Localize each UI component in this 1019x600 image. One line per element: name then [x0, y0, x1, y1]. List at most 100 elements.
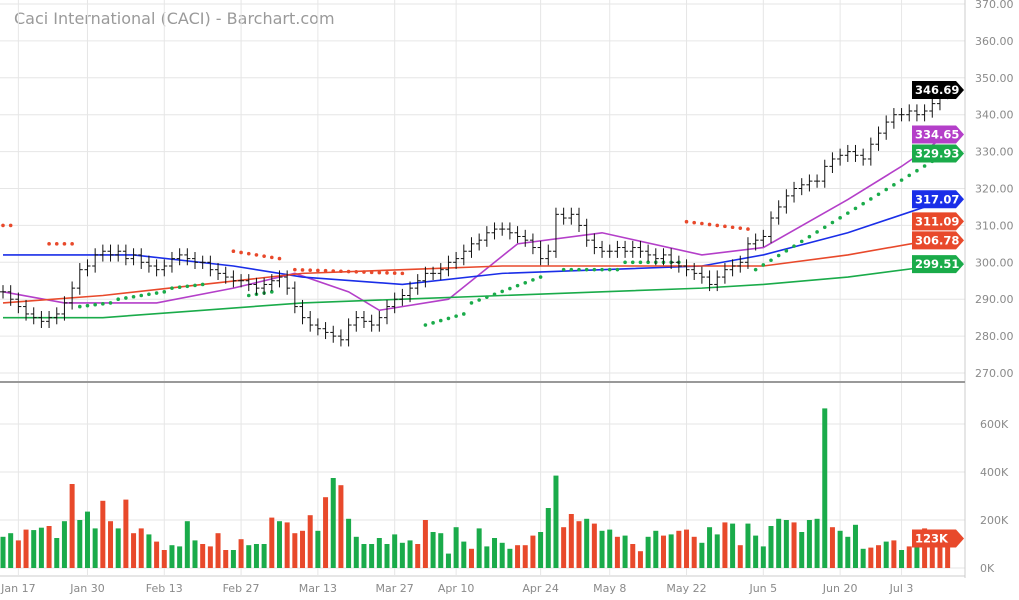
price-tag: 346.69	[915, 83, 959, 97]
parabolic-sar-dot	[462, 312, 466, 316]
parabolic-sar-dot	[876, 192, 881, 197]
price-tag: 306.78	[915, 233, 959, 247]
date-label: Feb 27	[223, 582, 260, 595]
parabolic-sar-dot	[392, 271, 397, 275]
volume-bar	[676, 530, 682, 568]
parabolic-sar-dot	[630, 260, 635, 265]
parabolic-sar-dot	[907, 173, 912, 178]
volume-bar	[131, 533, 137, 568]
price-tag: 317.07	[915, 192, 959, 206]
parabolic-sar-dot	[354, 269, 359, 274]
parabolic-sar-dot	[761, 263, 766, 267]
volume-bar	[184, 521, 190, 568]
price-tag: 334.65	[915, 127, 959, 141]
volume-bar	[814, 518, 820, 568]
parabolic-sar-dot	[108, 301, 113, 305]
parabolic-sar-dot	[769, 258, 773, 263]
volume-bar	[138, 528, 144, 568]
volume-bar	[645, 536, 651, 568]
volume-bar	[215, 533, 221, 568]
volume-tag: 123K	[915, 531, 949, 545]
volume-bar	[261, 544, 267, 568]
parabolic-sar-dot	[500, 289, 505, 294]
volume-bar	[845, 536, 851, 568]
volume-bar	[369, 544, 375, 568]
volume-bar	[69, 484, 75, 568]
volume-bar	[714, 534, 720, 568]
volume-bar	[852, 524, 858, 568]
volume-bar	[745, 523, 751, 568]
parabolic-sar-dot	[93, 302, 97, 307]
date-label: May 8	[593, 582, 626, 595]
parabolic-sar-dot	[869, 197, 873, 201]
parabolic-sar-dot	[1, 223, 5, 228]
volume-bar	[737, 545, 743, 568]
parabolic-sar-dot	[124, 296, 128, 300]
parabolic-sar-dot	[200, 282, 205, 287]
date-label: Apr 24	[522, 582, 559, 595]
volume-bar	[568, 514, 574, 568]
parabolic-sar-dot	[438, 318, 443, 323]
parabolic-sar-dot	[838, 216, 842, 220]
volume-bar	[837, 530, 843, 568]
volume-bar	[445, 553, 451, 568]
parabolic-sar-dot	[70, 242, 74, 246]
volume-bar	[876, 545, 882, 568]
volume-bar	[307, 515, 313, 568]
parabolic-sar-dot	[293, 267, 297, 272]
parabolic-sar-dot	[600, 267, 604, 272]
parabolic-sar-dot	[707, 222, 712, 227]
volume-bar	[46, 526, 52, 568]
volume-bar	[507, 548, 513, 568]
volume-bar	[883, 541, 889, 568]
parabolic-sar-dot	[346, 269, 351, 274]
date-label: Jan 17	[0, 582, 35, 595]
parabolic-sar-dot	[492, 292, 497, 297]
price-tag: 329.93	[915, 146, 959, 160]
date-label: Jun 20	[822, 582, 858, 595]
price-tag-bg	[912, 212, 964, 231]
parabolic-sar-dot	[784, 249, 789, 253]
volume-bar	[530, 535, 536, 568]
parabolic-sar-dot	[331, 269, 336, 273]
volume-bar	[599, 530, 605, 568]
volume-bar	[92, 528, 98, 568]
volume-bar	[660, 535, 666, 568]
volume-bar	[561, 527, 567, 568]
parabolic-sar-dot	[892, 183, 896, 187]
volume-bar	[553, 475, 559, 568]
price-tick-label: 340.00	[975, 109, 1014, 122]
volume-bar	[607, 529, 613, 568]
parabolic-sar-dot	[8, 223, 13, 228]
parabolic-sar-dot	[170, 286, 174, 290]
volume-bar	[77, 520, 83, 568]
volume-bar	[8, 533, 14, 568]
volume-bar	[269, 517, 275, 568]
parabolic-sar-dot	[715, 223, 720, 228]
volume-bar	[123, 499, 129, 568]
volume-bar	[453, 527, 459, 568]
date-label: Jun 5	[748, 582, 777, 595]
parabolic-sar-dot	[623, 260, 627, 265]
volume-bar	[637, 551, 643, 568]
parabolic-sar-dot	[730, 225, 735, 230]
volume-bar	[330, 478, 336, 568]
volume-bar	[115, 528, 121, 568]
parabolic-sar-dot	[154, 291, 159, 295]
parabolic-sar-dot	[531, 278, 535, 282]
volume-bar	[0, 536, 6, 568]
parabolic-sar-dot	[446, 316, 451, 321]
price-tick-label: 370.00	[975, 0, 1014, 11]
volume-bar	[238, 539, 244, 568]
parabolic-sar-dot	[561, 267, 566, 272]
price-tick-label: 280.00	[975, 330, 1014, 343]
date-label: Feb 13	[146, 582, 183, 595]
volume-bar	[177, 546, 183, 568]
parabolic-sar-dot	[799, 239, 804, 244]
parabolic-sar-dot	[246, 293, 251, 298]
parabolic-sar-dot	[131, 294, 136, 299]
volume-bar	[522, 545, 528, 568]
parabolic-sar-dot	[577, 267, 581, 272]
volume-bar	[929, 546, 935, 568]
parabolic-sar-dot	[822, 225, 827, 230]
